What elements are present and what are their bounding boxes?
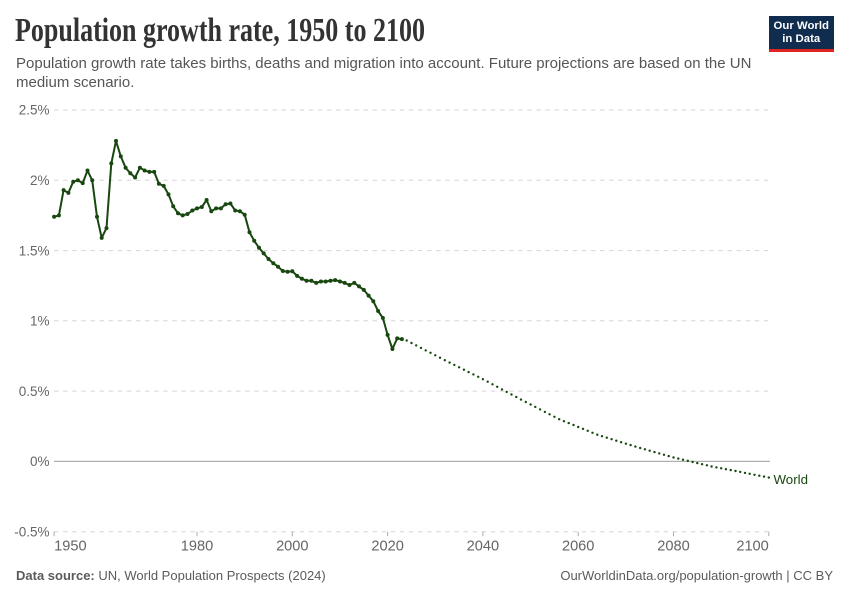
svg-text:0.5%: 0.5%	[19, 384, 50, 399]
svg-text:Population growth rate, 1950 t: Population growth rate, 1950 to 2100	[15, 12, 425, 49]
svg-text:-0.5%: -0.5%	[14, 524, 49, 539]
svg-text:2080: 2080	[657, 539, 689, 555]
svg-text:2.5%: 2.5%	[19, 103, 50, 118]
svg-text:1.5%: 1.5%	[19, 243, 50, 258]
svg-text:World: World	[774, 472, 808, 487]
svg-text:1%: 1%	[30, 314, 50, 329]
svg-text:0%: 0%	[30, 454, 50, 469]
svg-text:1980: 1980	[181, 539, 213, 555]
svg-text:1950: 1950	[54, 539, 86, 555]
svg-text:2040: 2040	[467, 539, 499, 555]
svg-text:2060: 2060	[562, 539, 594, 555]
svg-text:2000: 2000	[276, 539, 308, 555]
svg-text:2020: 2020	[371, 539, 403, 555]
svg-text:2100: 2100	[736, 539, 768, 555]
svg-text:2%: 2%	[30, 173, 50, 188]
